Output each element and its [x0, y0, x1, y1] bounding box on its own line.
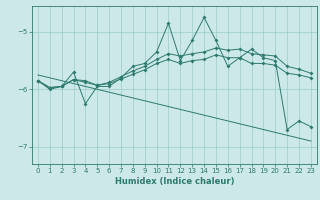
X-axis label: Humidex (Indice chaleur): Humidex (Indice chaleur) — [115, 177, 234, 186]
